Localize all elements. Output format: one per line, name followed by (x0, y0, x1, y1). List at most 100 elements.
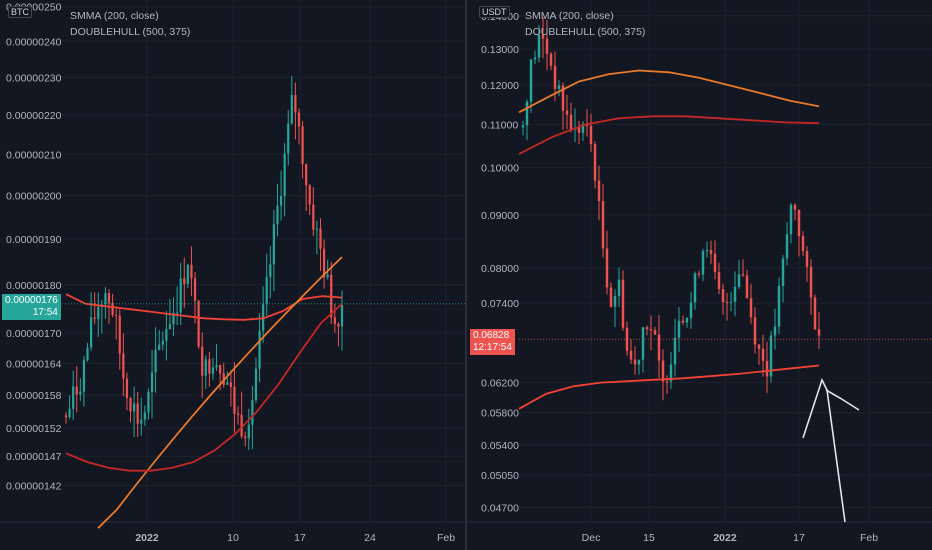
indicator-line (65, 303, 343, 472)
legend-item-smma[interactable]: SMMA (200, close) (525, 10, 614, 22)
candle-body (777, 285, 781, 327)
indicator-line (518, 364, 820, 410)
candle-body (297, 112, 301, 127)
candles (521, 17, 821, 401)
y-tick-label: 0.05800 (481, 408, 519, 420)
candle-body (215, 364, 218, 368)
y-tick-label: 0.00000142 (6, 480, 62, 492)
candle-body (158, 344, 161, 350)
candle-body (179, 278, 182, 313)
legend-item-doublehull[interactable]: DOUBLEHULL (500, 375) (525, 26, 646, 38)
candle-body (665, 381, 669, 383)
candle-body (308, 185, 311, 205)
candle-body (279, 196, 283, 206)
candle-body (68, 408, 71, 418)
y-tick-label: 0.00000164 (6, 359, 62, 371)
candle-body (673, 337, 677, 365)
candle-body (272, 224, 276, 265)
x-axis: 2022 10 17 24 Feb (135, 532, 455, 544)
candle-body (236, 413, 240, 415)
candle-body (549, 53, 553, 66)
symbol-badge[interactable]: USDT (479, 6, 510, 18)
candle-body (125, 378, 129, 399)
hand-drawn-annotation (802, 377, 860, 523)
candle-body (204, 359, 207, 376)
candle-body (645, 327, 649, 329)
candle-body (817, 329, 821, 336)
y-tick-label: 0.00000240 (6, 36, 62, 48)
candle-body (733, 286, 737, 302)
candle-body (529, 59, 533, 102)
candle-body (229, 382, 232, 387)
x-tick-label: 17 (294, 532, 306, 544)
candle-body (337, 323, 340, 327)
annotation-stroke (825, 389, 860, 411)
candle-body (629, 350, 633, 360)
candle-body (129, 398, 132, 412)
candle-body (725, 301, 729, 303)
candle-body (290, 94, 293, 124)
x-tick-label: 24 (364, 532, 376, 544)
panel-divider[interactable] (465, 0, 467, 550)
candle-body (265, 277, 268, 305)
candle-body (340, 305, 344, 327)
candle-body (168, 324, 172, 330)
candle-body (132, 403, 136, 412)
bar-countdown: 12:17:54 (473, 342, 512, 354)
symbol-badge[interactable]: BTC (8, 6, 32, 18)
candle-body (717, 272, 721, 289)
y-tick-label: 0.00000180 (6, 280, 62, 292)
y-tick-label: 0.00000152 (6, 423, 62, 435)
candle-body (557, 85, 561, 89)
candle-body (150, 372, 154, 392)
candle-body (183, 278, 186, 284)
candle-body (689, 302, 693, 319)
right-chart-svg[interactable]: 0.140000.130000.120000.110000.100000.090… (467, 0, 932, 550)
candle-body (82, 360, 86, 392)
y-tick-label: 0.06200 (481, 378, 519, 390)
y-tick-label: 0.07400 (481, 298, 519, 310)
candle-body (118, 315, 121, 354)
y-tick-label: 0.13000 (481, 44, 519, 56)
x-axis: Dec 15 2022 17 Feb (582, 532, 879, 544)
candle-body (172, 312, 175, 325)
candle-body (765, 360, 769, 377)
candle-body (617, 279, 621, 297)
legend-item-doublehull[interactable]: DOUBLEHULL (500, 375) (70, 26, 191, 38)
candle-body (677, 320, 681, 338)
candle-body (240, 414, 243, 437)
x-tick-label: 10 (227, 532, 239, 544)
candle-body (593, 144, 597, 181)
candle-body (581, 123, 585, 133)
current-price-label: 0.00000176 17:54 (2, 293, 61, 320)
candle-body (161, 340, 164, 345)
candle-body (319, 228, 322, 249)
candle-body (533, 57, 537, 60)
candle-body (208, 359, 211, 374)
candle-body (713, 253, 717, 273)
y-tick-label: 0.00000200 (6, 191, 62, 203)
y-tick-label: 0.00000190 (6, 234, 62, 246)
candle-body (287, 123, 290, 154)
y-tick-label: 0.00000220 (6, 110, 62, 122)
candle-body (589, 125, 593, 145)
x-tick-label: 15 (643, 532, 655, 544)
candle-body (176, 312, 179, 314)
candle-body (641, 327, 645, 360)
legend-item-smma[interactable]: SMMA (200, close) (70, 10, 159, 22)
y-tick-label: 0.00000158 (6, 390, 62, 402)
candle-body (276, 205, 279, 225)
candle-body (721, 288, 725, 302)
candle-body (737, 274, 741, 287)
left-chart-svg[interactable]: 0.000002500.000002400.000002300.00000220… (0, 0, 465, 550)
candle-body (115, 315, 118, 317)
y-tick-label: 0.10000 (481, 162, 519, 174)
x-tick-label: Dec (582, 532, 601, 544)
candle-body (197, 300, 200, 347)
candle-body (637, 359, 641, 365)
bar-countdown: 17:54 (32, 306, 58, 318)
candle-body (75, 386, 78, 395)
y-tick-label: 0.04700 (481, 502, 519, 514)
candle-body (72, 386, 75, 409)
candle-body (244, 436, 247, 439)
